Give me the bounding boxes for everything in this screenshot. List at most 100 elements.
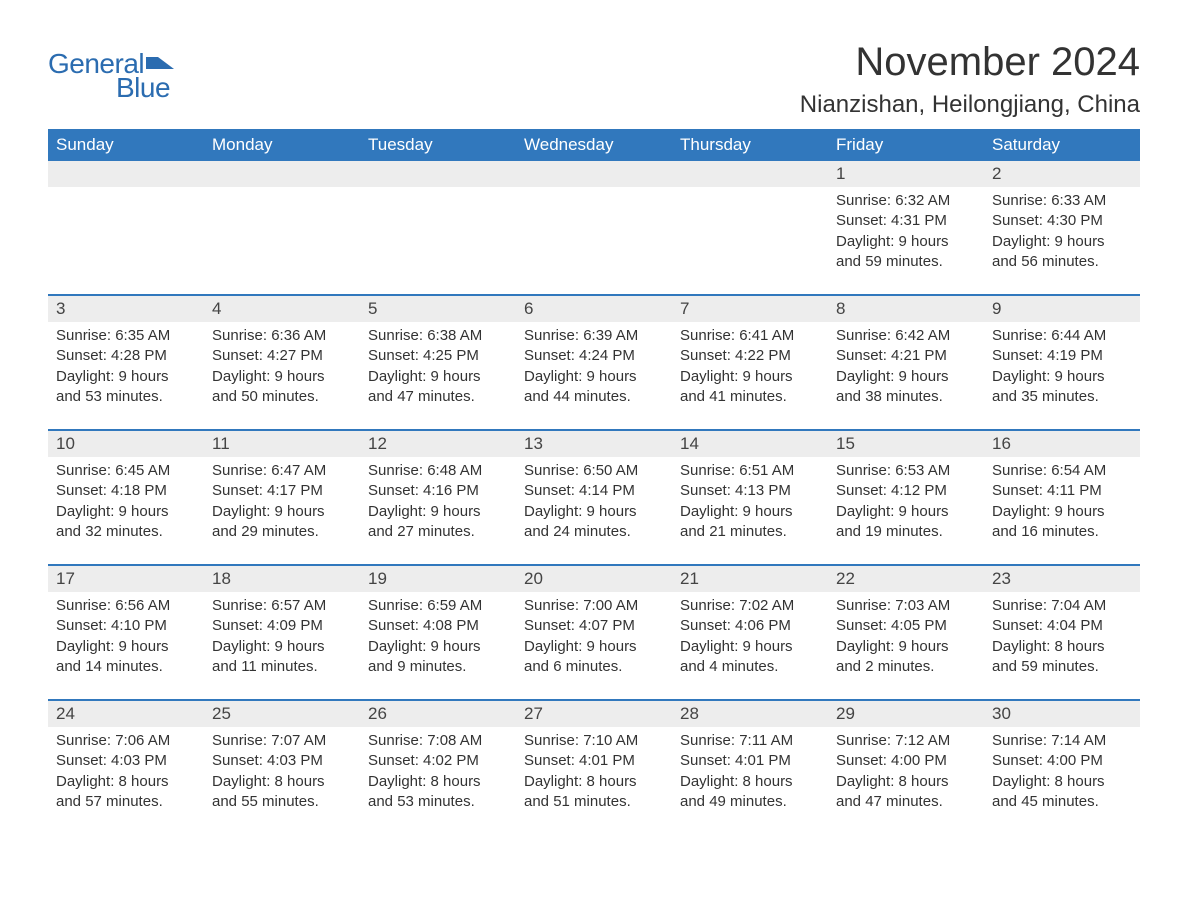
sunrise-text: Sunrise: 6:39 AM (524, 326, 664, 346)
sunrise-text: Sunrise: 6:48 AM (368, 461, 508, 481)
day-cell (360, 161, 516, 280)
day-cell: 28Sunrise: 7:11 AMSunset: 4:01 PMDayligh… (672, 701, 828, 820)
daylight-text: Daylight: 8 hours and 51 minutes. (524, 772, 664, 813)
day-cell: 24Sunrise: 7:06 AMSunset: 4:03 PMDayligh… (48, 701, 204, 820)
day-number: 22 (828, 566, 984, 592)
day-cell: 10Sunrise: 6:45 AMSunset: 4:18 PMDayligh… (48, 431, 204, 550)
daylight-text: Daylight: 9 hours and 24 minutes. (524, 502, 664, 543)
week-row: 1Sunrise: 6:32 AMSunset: 4:31 PMDaylight… (48, 161, 1140, 280)
sunrise-text: Sunrise: 7:06 AM (56, 731, 196, 751)
sunrise-text: Sunrise: 6:32 AM (836, 191, 976, 211)
day-details: Sunrise: 6:53 AMSunset: 4:12 PMDaylight:… (828, 457, 984, 550)
sunset-text: Sunset: 4:25 PM (368, 346, 508, 366)
day-number: 2 (984, 161, 1140, 187)
day-cell: 2Sunrise: 6:33 AMSunset: 4:30 PMDaylight… (984, 161, 1140, 280)
daylight-text: Daylight: 9 hours and 44 minutes. (524, 367, 664, 408)
sunrise-text: Sunrise: 6:54 AM (992, 461, 1132, 481)
sunrise-text: Sunrise: 6:35 AM (56, 326, 196, 346)
sunset-text: Sunset: 4:04 PM (992, 616, 1132, 636)
sunset-text: Sunset: 4:11 PM (992, 481, 1132, 501)
day-number: 11 (204, 431, 360, 457)
daylight-text: Daylight: 9 hours and 35 minutes. (992, 367, 1132, 408)
weekday-cell: Sunday (48, 129, 204, 161)
day-cell: 11Sunrise: 6:47 AMSunset: 4:17 PMDayligh… (204, 431, 360, 550)
daylight-text: Daylight: 9 hours and 47 minutes. (368, 367, 508, 408)
day-cell: 27Sunrise: 7:10 AMSunset: 4:01 PMDayligh… (516, 701, 672, 820)
sunrise-text: Sunrise: 6:41 AM (680, 326, 820, 346)
day-cell: 30Sunrise: 7:14 AMSunset: 4:00 PMDayligh… (984, 701, 1140, 820)
day-number: 4 (204, 296, 360, 322)
sunset-text: Sunset: 4:14 PM (524, 481, 664, 501)
daylight-text: Daylight: 8 hours and 53 minutes. (368, 772, 508, 813)
sunrise-text: Sunrise: 7:10 AM (524, 731, 664, 751)
sunset-text: Sunset: 4:00 PM (836, 751, 976, 771)
day-cell: 20Sunrise: 7:00 AMSunset: 4:07 PMDayligh… (516, 566, 672, 685)
day-details: Sunrise: 7:07 AMSunset: 4:03 PMDaylight:… (204, 727, 360, 820)
sunset-text: Sunset: 4:12 PM (836, 481, 976, 501)
day-cell: 7Sunrise: 6:41 AMSunset: 4:22 PMDaylight… (672, 296, 828, 415)
day-number: 29 (828, 701, 984, 727)
day-number: 12 (360, 431, 516, 457)
week-row: 24Sunrise: 7:06 AMSunset: 4:03 PMDayligh… (48, 699, 1140, 820)
day-number-empty (516, 161, 672, 187)
week-row: 10Sunrise: 6:45 AMSunset: 4:18 PMDayligh… (48, 429, 1140, 550)
day-details: Sunrise: 6:47 AMSunset: 4:17 PMDaylight:… (204, 457, 360, 550)
daylight-text: Daylight: 8 hours and 47 minutes. (836, 772, 976, 813)
day-number: 20 (516, 566, 672, 592)
daylight-text: Daylight: 9 hours and 32 minutes. (56, 502, 196, 543)
day-number: 14 (672, 431, 828, 457)
day-number: 5 (360, 296, 516, 322)
day-details: Sunrise: 6:57 AMSunset: 4:09 PMDaylight:… (204, 592, 360, 685)
day-details: Sunrise: 6:56 AMSunset: 4:10 PMDaylight:… (48, 592, 204, 685)
daylight-text: Daylight: 9 hours and 6 minutes. (524, 637, 664, 678)
sunset-text: Sunset: 4:00 PM (992, 751, 1132, 771)
day-number: 6 (516, 296, 672, 322)
sunset-text: Sunset: 4:21 PM (836, 346, 976, 366)
sunset-text: Sunset: 4:30 PM (992, 211, 1132, 231)
sunset-text: Sunset: 4:27 PM (212, 346, 352, 366)
week-row: 17Sunrise: 6:56 AMSunset: 4:10 PMDayligh… (48, 564, 1140, 685)
day-cell: 3Sunrise: 6:35 AMSunset: 4:28 PMDaylight… (48, 296, 204, 415)
day-cell (48, 161, 204, 280)
day-details: Sunrise: 6:59 AMSunset: 4:08 PMDaylight:… (360, 592, 516, 685)
sunset-text: Sunset: 4:17 PM (212, 481, 352, 501)
sunrise-text: Sunrise: 6:42 AM (836, 326, 976, 346)
weeks-container: 1Sunrise: 6:32 AMSunset: 4:31 PMDaylight… (48, 161, 1140, 820)
day-details: Sunrise: 6:33 AMSunset: 4:30 PMDaylight:… (984, 187, 1140, 280)
day-details: Sunrise: 7:02 AMSunset: 4:06 PMDaylight:… (672, 592, 828, 685)
sunrise-text: Sunrise: 6:56 AM (56, 596, 196, 616)
sunset-text: Sunset: 4:18 PM (56, 481, 196, 501)
header: General Blue November 2024 Nianzishan, H… (48, 40, 1140, 119)
sunrise-text: Sunrise: 6:36 AM (212, 326, 352, 346)
day-cell: 16Sunrise: 6:54 AMSunset: 4:11 PMDayligh… (984, 431, 1140, 550)
sunrise-text: Sunrise: 7:12 AM (836, 731, 976, 751)
day-details: Sunrise: 7:12 AMSunset: 4:00 PMDaylight:… (828, 727, 984, 820)
day-number: 9 (984, 296, 1140, 322)
day-details: Sunrise: 7:03 AMSunset: 4:05 PMDaylight:… (828, 592, 984, 685)
day-details: Sunrise: 7:06 AMSunset: 4:03 PMDaylight:… (48, 727, 204, 820)
day-cell: 25Sunrise: 7:07 AMSunset: 4:03 PMDayligh… (204, 701, 360, 820)
daylight-text: Daylight: 9 hours and 4 minutes. (680, 637, 820, 678)
daylight-text: Daylight: 9 hours and 59 minutes. (836, 232, 976, 273)
sunrise-text: Sunrise: 7:02 AM (680, 596, 820, 616)
sunrise-text: Sunrise: 6:45 AM (56, 461, 196, 481)
daylight-text: Daylight: 9 hours and 38 minutes. (836, 367, 976, 408)
daylight-text: Daylight: 8 hours and 45 minutes. (992, 772, 1132, 813)
day-details: Sunrise: 7:10 AMSunset: 4:01 PMDaylight:… (516, 727, 672, 820)
logo-text-blue: Blue (116, 72, 170, 104)
day-cell: 4Sunrise: 6:36 AMSunset: 4:27 PMDaylight… (204, 296, 360, 415)
week-row: 3Sunrise: 6:35 AMSunset: 4:28 PMDaylight… (48, 294, 1140, 415)
daylight-text: Daylight: 8 hours and 55 minutes. (212, 772, 352, 813)
day-cell: 12Sunrise: 6:48 AMSunset: 4:16 PMDayligh… (360, 431, 516, 550)
day-details: Sunrise: 6:44 AMSunset: 4:19 PMDaylight:… (984, 322, 1140, 415)
sunrise-text: Sunrise: 7:04 AM (992, 596, 1132, 616)
weekday-cell: Friday (828, 129, 984, 161)
daylight-text: Daylight: 9 hours and 27 minutes. (368, 502, 508, 543)
day-number-empty (204, 161, 360, 187)
day-details: Sunrise: 7:04 AMSunset: 4:04 PMDaylight:… (984, 592, 1140, 685)
day-number: 26 (360, 701, 516, 727)
sunrise-text: Sunrise: 6:33 AM (992, 191, 1132, 211)
day-number: 16 (984, 431, 1140, 457)
day-cell: 1Sunrise: 6:32 AMSunset: 4:31 PMDaylight… (828, 161, 984, 280)
month-title: November 2024 (800, 40, 1140, 85)
